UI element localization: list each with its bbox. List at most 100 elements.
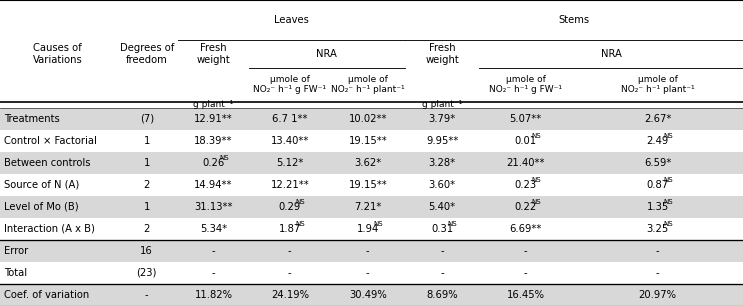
Text: NS: NS	[663, 221, 672, 227]
Text: Total: Total	[4, 268, 27, 278]
Text: 0.87: 0.87	[646, 180, 669, 190]
Text: 0.22: 0.22	[515, 202, 536, 212]
Text: 12.91**: 12.91**	[194, 114, 233, 124]
Text: Fresh
weight: Fresh weight	[197, 43, 230, 65]
Text: 9.95**: 9.95**	[426, 136, 458, 146]
Text: 16.45%: 16.45%	[507, 290, 545, 300]
Text: 0.29: 0.29	[279, 202, 301, 212]
Text: Source of N (A): Source of N (A)	[4, 180, 79, 190]
Text: NS: NS	[663, 133, 672, 139]
Text: Between controls: Between controls	[4, 158, 90, 168]
Text: NRA: NRA	[317, 49, 337, 59]
Text: -: -	[212, 268, 215, 278]
Text: μmole of
NO₂⁻ h⁻¹ plant⁻¹: μmole of NO₂⁻ h⁻¹ plant⁻¹	[620, 75, 695, 95]
Text: 5.34*: 5.34*	[200, 224, 227, 234]
Text: NS: NS	[447, 221, 457, 227]
Text: μmole of
NO₂⁻ h⁻¹ g FW⁻¹: μmole of NO₂⁻ h⁻¹ g FW⁻¹	[253, 75, 326, 95]
Text: Coef. of variation: Coef. of variation	[4, 290, 89, 300]
Text: -: -	[212, 246, 215, 256]
Text: 3.62*: 3.62*	[354, 158, 381, 168]
Text: 19.15**: 19.15**	[348, 180, 387, 190]
Text: -: -	[524, 246, 528, 256]
Text: 6.59*: 6.59*	[644, 158, 671, 168]
Text: 1: 1	[143, 202, 150, 212]
Text: μmole of
NO₂⁻ h⁻¹ g FW⁻¹: μmole of NO₂⁻ h⁻¹ g FW⁻¹	[489, 75, 562, 95]
Text: -: -	[366, 246, 369, 256]
Text: 24.19%: 24.19%	[270, 290, 309, 300]
Text: (7): (7)	[140, 114, 154, 124]
Text: Treatments: Treatments	[4, 114, 59, 124]
Text: g plant⁻¹: g plant⁻¹	[193, 100, 234, 109]
Text: (23): (23)	[137, 268, 157, 278]
Text: 10.02**: 10.02**	[348, 114, 387, 124]
Bar	[0, 152, 743, 174]
Text: Degrees of
freedom: Degrees of freedom	[120, 43, 174, 65]
Text: 3.79*: 3.79*	[429, 114, 455, 124]
Text: -: -	[288, 268, 291, 278]
Text: 2: 2	[143, 180, 150, 190]
Text: 11.82%: 11.82%	[195, 290, 233, 300]
Text: NRA: NRA	[600, 49, 622, 59]
Text: 1: 1	[143, 158, 150, 168]
Text: Stems: Stems	[559, 15, 589, 25]
Text: 18.39**: 18.39**	[195, 136, 233, 146]
Text: 1.94: 1.94	[357, 224, 379, 234]
Text: 2: 2	[143, 224, 150, 234]
Bar	[0, 108, 743, 130]
Text: -: -	[145, 290, 149, 300]
Text: Interaction (A x B): Interaction (A x B)	[4, 224, 94, 234]
Text: 31.13**: 31.13**	[195, 202, 233, 212]
Text: 1.35: 1.35	[646, 202, 669, 212]
Text: 6.7 1**: 6.7 1**	[272, 114, 308, 124]
Text: 7.21*: 7.21*	[354, 202, 381, 212]
Bar	[0, 240, 743, 262]
Text: Causes of
Variations: Causes of Variations	[33, 43, 82, 65]
Bar	[0, 196, 743, 218]
Text: 14.94**: 14.94**	[195, 180, 233, 190]
Text: 0.26: 0.26	[203, 158, 224, 168]
Text: NS: NS	[373, 221, 383, 227]
Text: Level of Mo (B): Level of Mo (B)	[4, 202, 78, 212]
Text: -: -	[441, 246, 444, 256]
Bar	[0, 284, 743, 306]
Text: 0.23: 0.23	[515, 180, 536, 190]
Text: NS: NS	[531, 133, 541, 139]
Text: -: -	[656, 246, 659, 256]
Text: 20.97%: 20.97%	[638, 290, 677, 300]
Text: 3.60*: 3.60*	[429, 180, 455, 190]
Text: NS: NS	[663, 199, 672, 205]
Text: 16: 16	[140, 246, 153, 256]
Text: Control × Factorial: Control × Factorial	[4, 136, 97, 146]
Text: μmole of
NO₂⁻ h⁻¹ plant⁻¹: μmole of NO₂⁻ h⁻¹ plant⁻¹	[331, 75, 405, 95]
Text: 0.31: 0.31	[431, 224, 453, 234]
Text: 3.25: 3.25	[646, 224, 669, 234]
Text: 13.40**: 13.40**	[270, 136, 309, 146]
Text: g plant⁻¹: g plant⁻¹	[422, 100, 462, 109]
Text: Fresh
weight: Fresh weight	[425, 43, 459, 65]
Text: NS: NS	[531, 199, 541, 205]
Text: NS: NS	[295, 221, 305, 227]
Text: 19.15**: 19.15**	[348, 136, 387, 146]
Text: NS: NS	[531, 177, 541, 183]
Text: Error: Error	[4, 246, 28, 256]
Text: 1.87: 1.87	[279, 224, 301, 234]
Text: 5.07**: 5.07**	[510, 114, 542, 124]
Text: 8.69%: 8.69%	[426, 290, 458, 300]
Text: 12.21**: 12.21**	[270, 180, 309, 190]
Text: 5.40*: 5.40*	[429, 202, 455, 212]
Text: 5.12*: 5.12*	[276, 158, 303, 168]
Text: 2.67*: 2.67*	[644, 114, 671, 124]
Text: 21.40**: 21.40**	[507, 158, 545, 168]
Text: 0.01: 0.01	[515, 136, 536, 146]
Text: 2.49: 2.49	[646, 136, 669, 146]
Text: -: -	[366, 268, 369, 278]
Text: NS: NS	[295, 199, 305, 205]
Text: -: -	[656, 268, 659, 278]
Text: NS: NS	[219, 155, 229, 161]
Text: 6.69**: 6.69**	[510, 224, 542, 234]
Text: Leaves: Leaves	[274, 15, 309, 25]
Text: 3.28*: 3.28*	[429, 158, 455, 168]
Text: 30.49%: 30.49%	[349, 290, 386, 300]
Text: -: -	[288, 246, 291, 256]
Text: 1: 1	[143, 136, 150, 146]
